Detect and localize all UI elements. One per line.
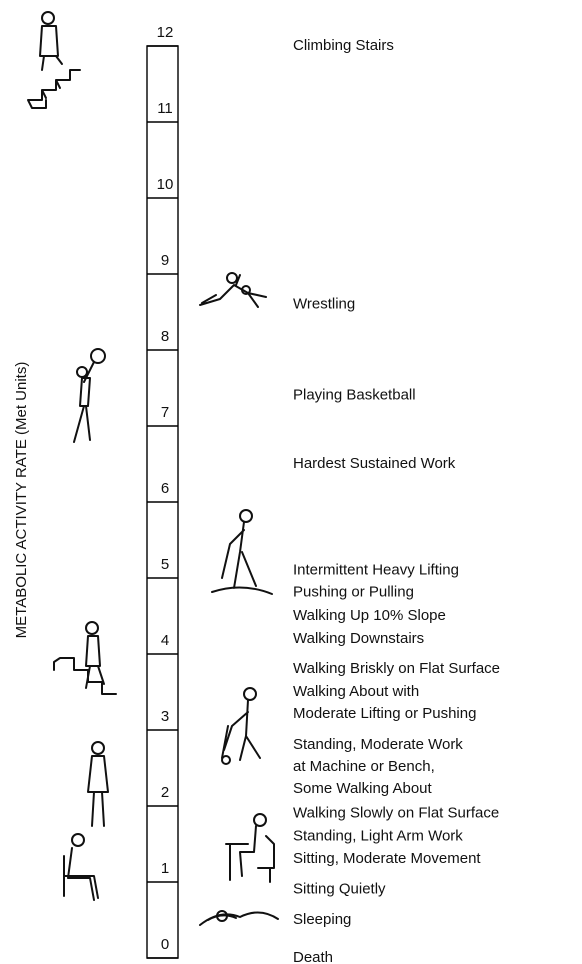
activity-label: Intermittent Heavy Lifting	[293, 561, 459, 578]
scale-label: 2	[161, 784, 169, 801]
activity-label: Sleeping	[293, 911, 351, 928]
activity-label: Walking Up 10% Slope	[293, 607, 446, 624]
activity-label: Walking Briskly on Flat Surface	[293, 660, 500, 677]
scale-label: 9	[161, 252, 169, 269]
activity-label: Moderate Lifting or Pushing	[293, 705, 476, 722]
scale-label: 6	[161, 480, 169, 497]
activity-label: Playing Basketball	[293, 387, 416, 404]
activity-label: Standing, Light Arm Work	[293, 827, 463, 844]
scale-label: 8	[161, 328, 169, 345]
scale-label: 11	[157, 100, 173, 117]
activity-label: Pushing or Pulling	[293, 583, 414, 600]
scale-label: 0	[161, 936, 169, 953]
activity-label: Death	[293, 949, 333, 964]
activity-label: Wrestling	[293, 295, 355, 312]
scale-label: 3	[161, 708, 169, 725]
scale-label: 4	[161, 632, 169, 649]
scale-label: 10	[157, 176, 174, 193]
y-axis-label: METABOLIC ACTIVITY RATE (Met Units)	[13, 362, 30, 639]
chart: METABOLIC ACTIVITY RATE (Met Units) 0123…	[0, 0, 582, 964]
scale-label: 12	[157, 24, 174, 41]
activity-label: Sitting, Moderate Movement	[293, 850, 481, 867]
activity-label: Some Walking About	[293, 780, 433, 797]
activity-label: Walking Downstairs	[293, 630, 424, 647]
activity-label: Walking About with	[293, 683, 419, 700]
scale-label: 7	[161, 404, 169, 421]
activity-label: Walking Slowly on Flat Surface	[293, 805, 499, 822]
activity-label: Climbing Stairs	[293, 37, 394, 54]
activity-label: Standing, Moderate Work	[293, 736, 463, 753]
illustrations	[28, 12, 278, 925]
scale-label: 1	[161, 860, 169, 877]
activity-label: Hardest Sustained Work	[293, 455, 456, 472]
activity-label: at Machine or Bench,	[293, 758, 435, 775]
activity-label: Sitting Quietly	[293, 881, 386, 898]
scale-label: 5	[161, 556, 169, 573]
